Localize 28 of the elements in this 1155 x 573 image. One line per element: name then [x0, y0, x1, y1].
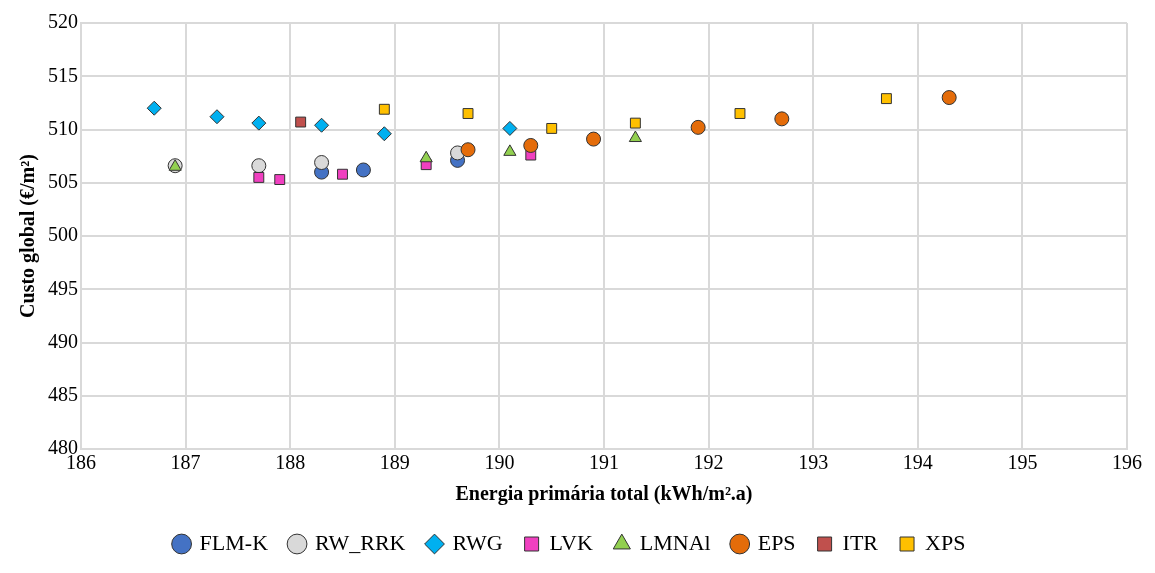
y-tick-label: 490	[48, 329, 78, 352]
x-tick-label: 192	[693, 451, 724, 474]
y-tick-label: 505	[48, 170, 78, 192]
y-tick-label: 485	[48, 383, 78, 405]
legend-label: LVK	[549, 529, 593, 555]
y-tick-label: 510	[48, 116, 78, 139]
legend-label: RWG	[452, 529, 503, 555]
y-tick-label: 515	[48, 63, 78, 86]
x-tick-label: 190	[484, 451, 515, 474]
x-tick-label: 193	[798, 451, 829, 474]
x-tick-label: 194	[902, 451, 933, 474]
y-tick-label: 500	[48, 223, 78, 246]
x-tick-label: 196	[1112, 451, 1142, 474]
legend-label: RW_RRK	[315, 529, 406, 555]
x-tick-label: 187	[170, 451, 201, 474]
x-tick-label: 188	[275, 451, 306, 474]
legend-label: ITR	[842, 529, 879, 555]
x-tick-label: 195	[1007, 451, 1038, 474]
x-axis-title: Energia primária total (kWh/m².a)	[455, 482, 753, 506]
x-tick-label: 191	[589, 451, 619, 474]
legend-label: EPS	[757, 529, 796, 555]
y-axis-title: Custo global (€/m²)	[16, 154, 40, 318]
y-tick-label: 495	[48, 276, 78, 299]
y-tick-label: 520	[48, 10, 78, 33]
legend-label: LMNAl	[639, 529, 711, 555]
legend-label: FLM-K	[199, 529, 269, 555]
x-tick-label: 189	[379, 451, 410, 474]
legend-label: XPS	[925, 529, 966, 555]
